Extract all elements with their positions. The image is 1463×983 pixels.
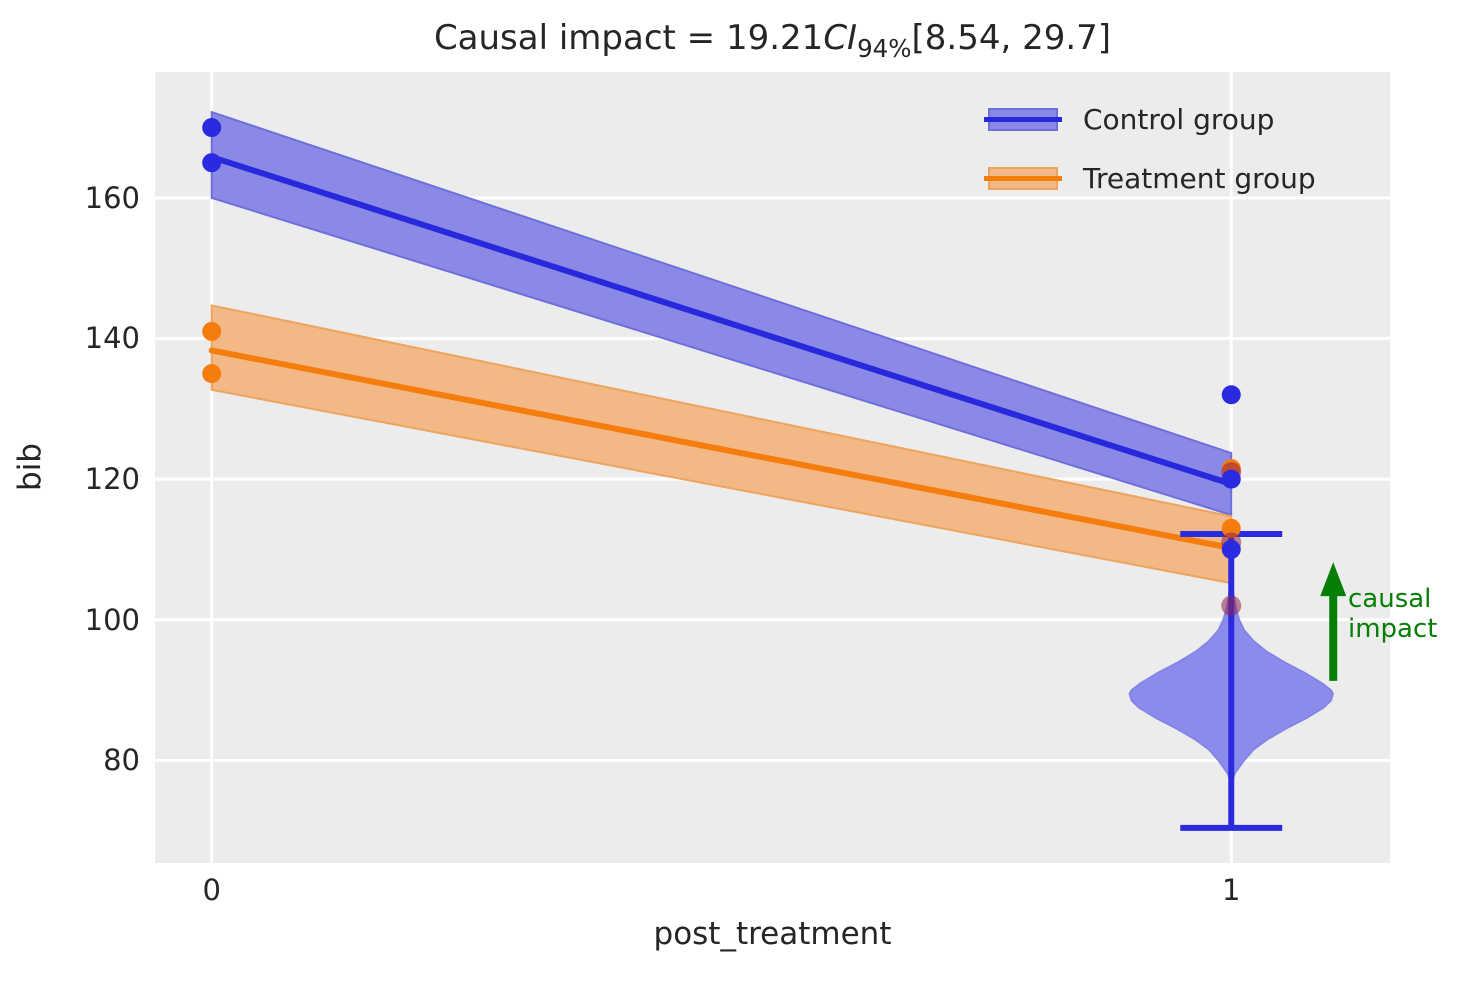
- treatment-data-point: [202, 321, 222, 341]
- control-data-point: [1221, 385, 1241, 405]
- control-data-point: [202, 118, 222, 138]
- control-data-point: [1221, 469, 1241, 489]
- legend-item-control: Control group: [984, 103, 1316, 136]
- x-tick-label: 1: [1222, 873, 1241, 907]
- x-tick-label: 0: [202, 873, 221, 907]
- control-band-swatch: [984, 108, 1062, 131]
- y-tick-label: 120: [84, 462, 140, 497]
- title-ci-subscript: 94%: [857, 33, 912, 63]
- x-axis-label: post_treatment: [653, 916, 892, 952]
- causal-impact-annotation: causal impact: [1348, 584, 1438, 644]
- treatment-line-swatch: [984, 176, 1062, 181]
- treatment-regression-line: [208, 347, 1235, 552]
- chart-title: Causal impact = 19.21CI94%[8.54, 29.7]: [155, 18, 1390, 63]
- y-tick-label: 140: [84, 321, 140, 356]
- control-regression-line: [208, 154, 1235, 488]
- treatment-data-point: [202, 364, 222, 384]
- causal-impact-arrow-head: [1320, 562, 1347, 597]
- legend-label-treatment: Treatment group: [1083, 162, 1316, 195]
- control-line-swatch: [984, 117, 1062, 122]
- treatment-band-swatch: [984, 167, 1062, 190]
- treatment-data-point: [1221, 518, 1241, 538]
- legend: Control group Treatment group: [984, 103, 1316, 221]
- counterfactual-point: [1221, 595, 1242, 616]
- title-ci: CI: [823, 18, 858, 58]
- title-interval: [8.54, 29.7]: [911, 18, 1112, 58]
- control-data-point: [1221, 539, 1241, 559]
- legend-item-treatment: Treatment group: [984, 162, 1316, 195]
- y-axis-label: bib: [12, 443, 48, 491]
- legend-label-control: Control group: [1083, 103, 1275, 136]
- control-data-point: [202, 153, 222, 173]
- title-prefix: Causal impact = 19.21: [433, 18, 824, 58]
- y-tick-label: 160: [84, 180, 140, 215]
- y-tick-label: 80: [103, 743, 140, 778]
- y-tick-label: 100: [84, 602, 140, 637]
